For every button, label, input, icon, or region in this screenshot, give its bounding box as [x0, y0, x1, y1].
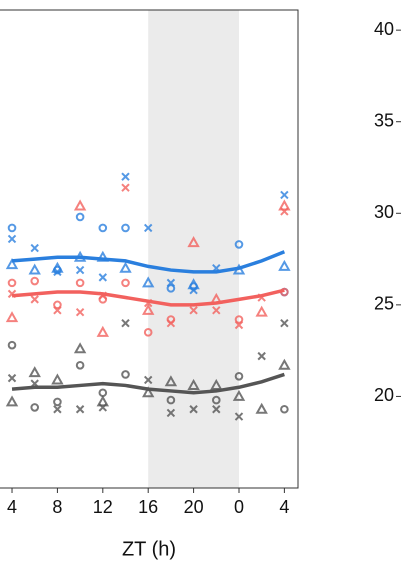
point: [189, 405, 198, 414]
point: [73, 199, 87, 211]
point: [98, 223, 108, 233]
point: [210, 378, 223, 390]
point: [119, 261, 132, 273]
point: [211, 395, 221, 405]
point: [278, 358, 291, 370]
point: [141, 276, 155, 288]
y-tick-label: 35: [374, 110, 394, 130]
point: [141, 386, 155, 398]
point: [30, 295, 39, 304]
point: [166, 284, 176, 293]
point: [212, 306, 221, 315]
point: [187, 236, 200, 248]
point: [234, 240, 244, 249]
point: [232, 389, 246, 401]
point: [166, 395, 176, 405]
plot-frame: [0, 9, 299, 489]
point: [5, 258, 19, 270]
point: [96, 395, 110, 407]
point: [53, 397, 62, 407]
point: [51, 373, 64, 385]
point: [143, 375, 153, 385]
point: [280, 190, 289, 200]
x-tick-label: 16: [138, 497, 158, 517]
point: [280, 318, 289, 328]
point: [53, 306, 62, 315]
point: [28, 263, 41, 275]
point: [187, 278, 200, 290]
point: [75, 360, 85, 370]
point: [280, 404, 289, 414]
point: [143, 223, 153, 233]
point: [166, 408, 176, 418]
point: [187, 378, 200, 390]
point: [75, 307, 85, 317]
x-axis-title: ZT (h): [122, 538, 176, 560]
point: [257, 351, 266, 361]
point: [255, 402, 268, 414]
point: [98, 388, 108, 398]
point: [278, 199, 291, 211]
point: [96, 325, 110, 337]
point: [141, 303, 155, 315]
y-tick-label: 40: [374, 19, 394, 39]
point: [121, 370, 130, 379]
x-tick-label: 12: [93, 497, 113, 517]
point: [164, 375, 178, 387]
point: [7, 340, 17, 350]
point: [75, 212, 85, 222]
point: [51, 261, 64, 273]
point: [121, 183, 130, 192]
point: [234, 371, 244, 381]
point: [166, 318, 176, 328]
point: [7, 223, 17, 233]
point: [212, 405, 221, 414]
point: [234, 315, 244, 324]
y-tick-label: 20: [374, 385, 394, 405]
point: [7, 278, 17, 288]
point: [121, 278, 130, 288]
point: [234, 320, 244, 330]
point: [30, 243, 39, 253]
x-tick-label: 20: [184, 497, 204, 517]
trend-line: [11, 250, 286, 274]
point: [143, 328, 153, 337]
point: [75, 278, 85, 288]
x-tick-label: 0: [234, 497, 244, 517]
x-tick-label: 8: [52, 497, 62, 517]
y-tick-label: 25: [374, 294, 394, 314]
point: [30, 403, 40, 412]
point: [121, 223, 130, 233]
trend-line: [11, 372, 285, 395]
point: [53, 405, 62, 414]
point: [121, 318, 130, 328]
point: [5, 395, 19, 407]
x-tick-label: 4: [279, 497, 289, 517]
y-tick-label: 30: [374, 202, 394, 222]
point: [189, 306, 198, 315]
shaded-region: [148, 10, 239, 488]
point: [75, 265, 85, 275]
point: [278, 259, 291, 271]
point: [73, 342, 87, 354]
point: [53, 300, 62, 310]
point: [98, 273, 108, 282]
trend-line: [11, 288, 285, 307]
point: [5, 311, 19, 323]
point: [30, 276, 40, 286]
point: [255, 305, 268, 317]
point: [75, 405, 85, 414]
point: [121, 172, 130, 181]
point: [7, 234, 17, 244]
point: [7, 373, 17, 383]
point: [166, 278, 176, 288]
point: [28, 366, 41, 378]
point: [234, 412, 244, 421]
x-tick-label: 4: [7, 497, 17, 517]
